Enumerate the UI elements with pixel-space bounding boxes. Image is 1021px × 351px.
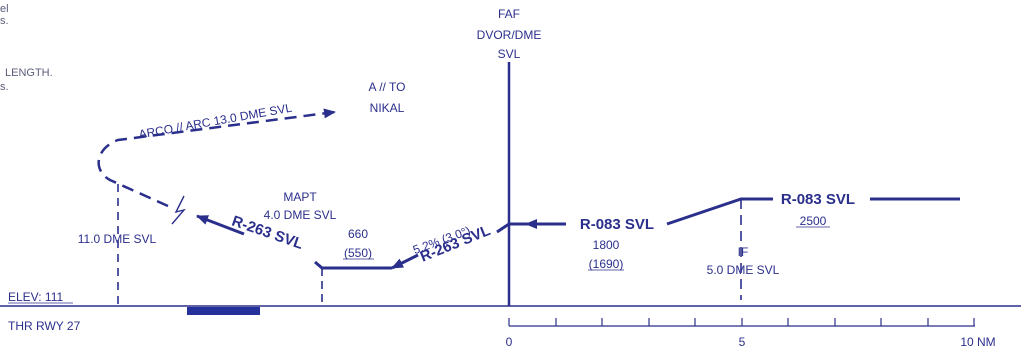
missed-fix-dme-label: 11.0 DME SVL: [78, 232, 157, 246]
note-fragment-1: el: [0, 3, 9, 15]
faf-label-2: DVOR/DME: [477, 28, 542, 42]
intermediate-altitude: 1800: [593, 238, 620, 252]
elevation-label: ELEV: 111: [8, 290, 63, 304]
threshold-label: THR RWY 27: [8, 319, 81, 333]
mapt-altitude: 660: [348, 227, 368, 241]
if-label: IF: [738, 245, 749, 259]
scale-label-0: 0: [506, 335, 513, 349]
missed-approach-climb-path: [196, 214, 245, 236]
runway-bar: [187, 307, 260, 315]
mapt-label: MAPT: [283, 190, 317, 204]
turn-symbol: [171, 195, 186, 225]
faf-label-3: SVL: [498, 47, 521, 61]
scale-label-5: 5: [739, 335, 746, 349]
missed-to-label: A // TO: [369, 80, 406, 94]
intermediate-radial-label: R-083 SVL: [580, 216, 654, 233]
final-descent-path-upper: [496, 222, 510, 234]
scale-label-10: 10 NM: [960, 335, 995, 349]
note-fragment-3: LENGTH.: [5, 67, 53, 79]
mapt-level-path: [314, 260, 392, 270]
mapt-dme-label: 4.0 DME SVL: [264, 208, 337, 222]
final-descent-path-lower: [391, 253, 419, 270]
note-fragment-4: s.: [0, 81, 9, 93]
distance-scale-ticks: [508, 318, 975, 326]
note-fragment-2: s.: [0, 15, 9, 27]
initial-radial-label: R-083 SVL: [781, 191, 855, 208]
missed-waypoint-label: NIKAL: [370, 101, 405, 115]
mapt-height: (550): [344, 246, 372, 260]
initial-altitude: 2500: [800, 214, 827, 228]
intermediate-height: (1690): [589, 257, 624, 271]
missed-approach-arc-path: [97, 108, 336, 208]
faf-label-1: FAF: [498, 7, 520, 21]
if-dme-label: 5.0 DME SVL: [707, 263, 780, 277]
